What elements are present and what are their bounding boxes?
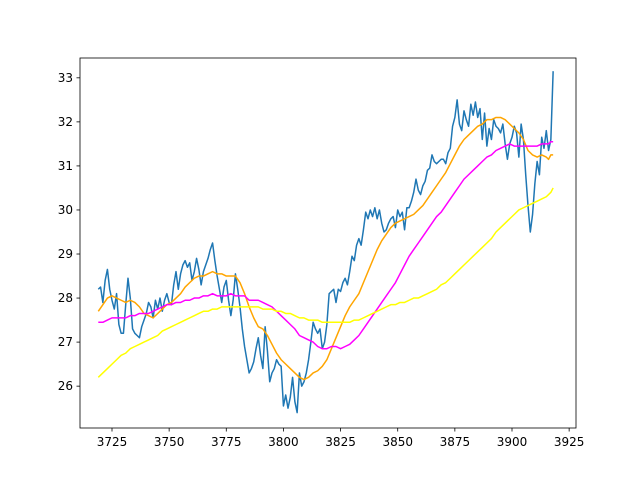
y-tick-label: 28 <box>58 291 73 305</box>
y-tick-label: 32 <box>58 115 73 129</box>
series-line-3 <box>98 140 554 350</box>
y-tick-label: 29 <box>58 247 73 261</box>
y-tick-label: 27 <box>58 335 73 349</box>
series-layer <box>97 71 554 414</box>
x-tick-label: 3925 <box>554 435 585 449</box>
axis-layer: 3725 3750 3775 3800 3825 3850 3875 3900 3925 26 27… <box>58 71 585 449</box>
x-tick-label: 3850 <box>382 435 413 449</box>
x-tick-label: 3725 <box>97 435 128 449</box>
series-line-4 <box>97 187 554 378</box>
series-line-2 <box>97 116 554 381</box>
y-tick-label: 31 <box>58 159 73 173</box>
x-tick-label: 3750 <box>154 435 185 449</box>
y-tick-label: 26 <box>58 379 73 393</box>
x-tick-label: 3800 <box>268 435 299 449</box>
x-tick-label: 3775 <box>211 435 242 449</box>
y-tick-label: 33 <box>58 71 73 85</box>
x-tick-label: 3825 <box>325 435 356 449</box>
y-tick-label: 30 <box>58 203 73 217</box>
x-tick-label: 3875 <box>440 435 471 449</box>
plot-area-frame <box>79 57 577 429</box>
series-line-1 <box>97 71 554 414</box>
x-tick-label: 3900 <box>497 435 528 449</box>
